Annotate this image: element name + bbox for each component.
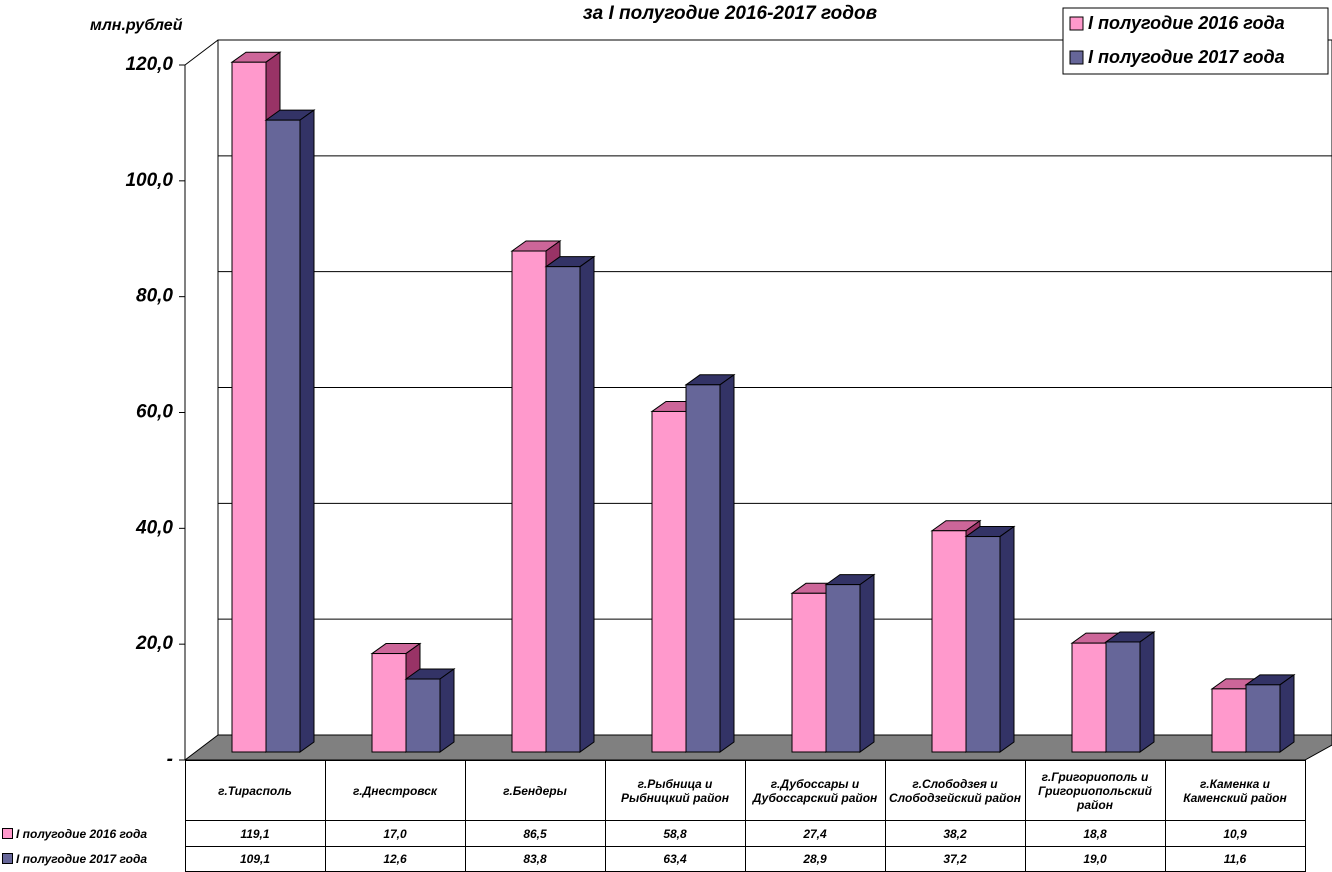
row-label: I полугодие 2016 года [0,821,185,847]
bar [404,668,456,753]
chart-title: за I полугодие 2016-2017 годов [583,3,877,24]
y-tick-label: 100,0 [125,170,173,191]
y-tick-label: - [167,749,173,770]
bar-front [371,653,407,753]
value-label: 27,4 [744,820,886,847]
bar [264,109,316,753]
y-tick-label: 80,0 [136,286,173,307]
side-wall-edge [184,39,219,66]
value-label: 12,6 [324,846,466,872]
value-label: 28,9 [744,846,886,872]
bar-front [931,530,967,753]
table-row: I полугодие 2016 года 119,1 17,0 86,5 58,8 27… [0,820,1306,847]
bar-front [545,266,581,753]
bar-front [685,384,721,753]
y-tick-label: 20,0 [135,633,173,654]
value-label: 63,4 [604,846,746,872]
value-label: 37,2 [884,846,1026,872]
bar-front [791,592,827,753]
bar-front [1071,642,1107,753]
data-table: г.Тирасполь г.Днестровск г.Бендеры г.Рыбниц… [0,760,1306,872]
y-axis-label: млн.рублей [90,17,183,34]
row-label: I полугодие 2017 года [0,847,185,872]
value-label: 19,0 [1024,846,1166,872]
bar [1244,673,1296,753]
y-tick-label: 120,0 [125,54,173,75]
bar-side [859,573,875,753]
legend-swatch [2,827,13,839]
y-tick-label: 60,0 [136,402,173,423]
category-label: г.Рыбница и Рыбницкий район [604,760,746,821]
category-label: г.Бендеры [464,760,606,821]
bar-front [651,410,687,753]
value-label: 119,1 [184,820,326,847]
bar-side [719,373,735,753]
bar-side [999,525,1015,753]
bar-front [511,250,547,753]
floor [183,734,1332,761]
bar-front [1211,688,1247,753]
bar-side [579,255,595,753]
value-label: 18,8 [1024,820,1166,847]
legend-swatch [2,853,13,864]
bar [1104,630,1156,753]
category-label: г.Слободзея и Слободзейский район [884,760,1026,821]
value-label: 58,8 [604,820,746,847]
value-label: 11,6 [1164,846,1306,872]
table-corner [0,761,185,821]
bar-front [825,584,861,753]
bar-front [265,119,301,753]
category-label: г.Днестровск [324,760,466,821]
legend-box [1062,7,1329,75]
value-label: 38,2 [884,820,1026,847]
bar-side [299,109,315,753]
category-label: г.Каменка и Каменский район [1164,760,1306,821]
y-tick-label: 40,0 [135,517,173,538]
bar-side [1279,673,1295,753]
legend-label: I полугодие 2017 года [1088,47,1285,67]
table-row: г.Тирасполь г.Днестровск г.Бендеры г.Рыбниц… [0,760,1306,821]
legend-swatch [1069,16,1084,31]
value-label: 86,5 [464,820,606,847]
bar-side [439,668,455,753]
bar-side [1139,630,1155,753]
value-label: 17,0 [324,820,466,847]
bar-front [1105,641,1141,753]
bar-front [231,61,267,753]
table-row: I полугодие 2017 года 109,1 12,6 83,8 63,4 28… [0,846,1306,872]
bar-front [965,536,1001,753]
bar-front [405,678,441,753]
bar [544,255,596,753]
category-label: г.Дубоссары и Дубоссарский район [744,760,886,821]
category-label: г.Тирасполь [184,760,326,821]
value-label: 83,8 [464,846,606,872]
category-label: г.Григориополь и Григориопольский район [1024,760,1166,821]
value-label: 10,9 [1164,820,1306,847]
legend-label: I полугодие 2016 года [1088,13,1285,33]
bar [964,525,1016,753]
value-label: 109,1 [184,846,326,872]
bar [824,573,876,753]
row-label-text: I полугодие 2016 года [16,826,148,841]
row-label-text: I полугодие 2017 года [16,852,148,866]
legend-swatch [1069,50,1084,65]
bar [684,373,736,753]
bar-front [1245,684,1281,753]
